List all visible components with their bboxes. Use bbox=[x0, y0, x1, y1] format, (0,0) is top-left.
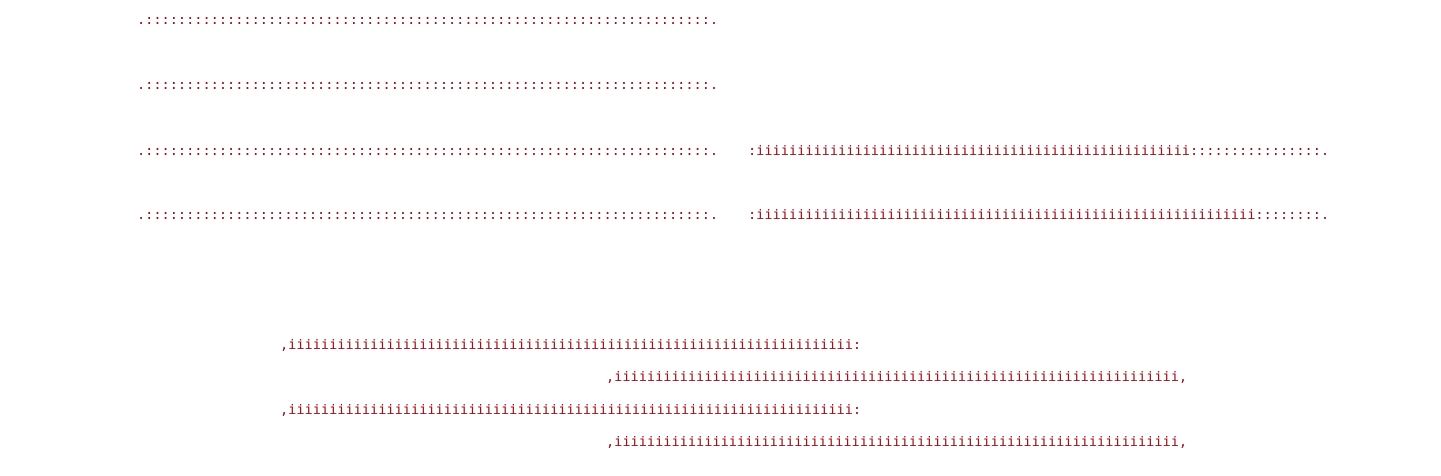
ascii-bottom-row-3: ,iiiiiiiiiiiiiiiiiiiiiiiiiiiiiiiiiiiiiii… bbox=[280, 402, 862, 418]
ascii-bottom-row-1: ,iiiiiiiiiiiiiiiiiiiiiiiiiiiiiiiiiiiiiii… bbox=[280, 337, 862, 353]
ascii-row-3-right: :iiiiiiiiiiiiiiiiiiiiiiiiiiiiiiiiiiiiiii… bbox=[748, 143, 1330, 159]
ascii-row-4-left: .:::::::::::::::::::::::::::::::::::::::… bbox=[137, 207, 719, 223]
ascii-row-2-left: .:::::::::::::::::::::::::::::::::::::::… bbox=[137, 77, 719, 93]
ascii-row-3-left: .:::::::::::::::::::::::::::::::::::::::… bbox=[137, 143, 719, 159]
ascii-bottom-row-2: ,iiiiiiiiiiiiiiiiiiiiiiiiiiiiiiiiiiiiiii… bbox=[606, 369, 1188, 385]
ascii-row-4-right: :iiiiiiiiiiiiiiiiiiiiiiiiiiiiiiiiiiiiiii… bbox=[748, 207, 1330, 223]
ascii-row-1-left: .:::::::::::::::::::::::::::::::::::::::… bbox=[137, 12, 719, 28]
ascii-bottom-row-4: ,iiiiiiiiiiiiiiiiiiiiiiiiiiiiiiiiiiiiiii… bbox=[606, 434, 1188, 450]
